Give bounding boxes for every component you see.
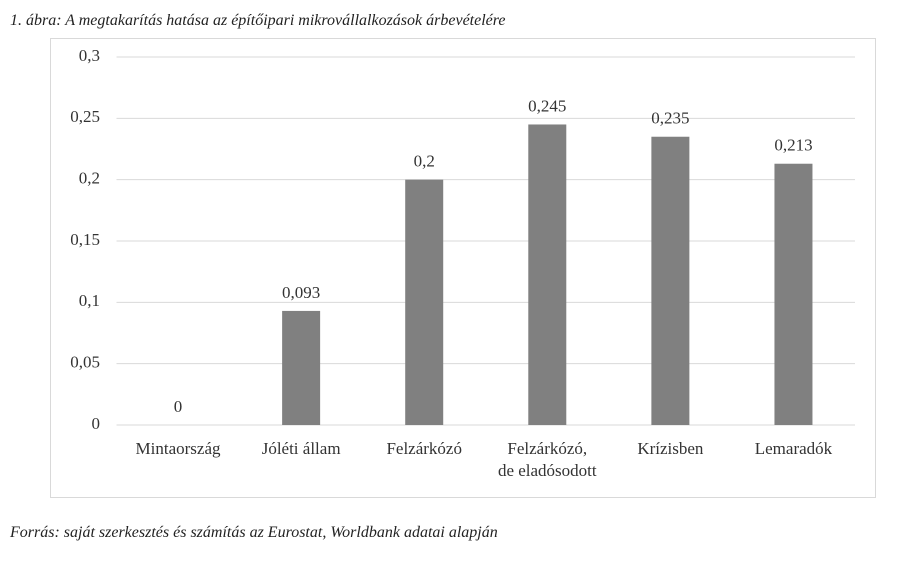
y-tick-label: 0,05 — [70, 353, 100, 372]
value-label: 0,235 — [651, 109, 689, 128]
y-tick-label: 0,3 — [79, 46, 100, 65]
bar — [405, 179, 444, 425]
value-label: 0,2 — [414, 152, 435, 171]
y-tick-label: 0,25 — [70, 107, 100, 126]
chart-frame — [50, 38, 876, 498]
bar — [774, 163, 813, 425]
x-tick-label: Felzárkózó — [386, 439, 462, 458]
y-tick-label: 0,1 — [79, 291, 100, 310]
value-label: 0,245 — [528, 96, 566, 115]
source-note: Forrás: saját szerkesztés és számítás az… — [10, 524, 498, 541]
bar — [528, 124, 567, 425]
y-tick-label: 0 — [92, 414, 101, 433]
x-tick-label: Felzárkózó, de eladósodott — [497, 439, 597, 480]
value-label: 0 — [174, 397, 183, 416]
y-tick-label: 0,2 — [79, 169, 100, 188]
value-label: 0,213 — [774, 136, 812, 155]
x-tick-label: Mintaország — [135, 439, 221, 458]
x-tick-label: Krízisben — [637, 439, 704, 458]
chart-title: 1. ábra: A megtakarítás hatása az építői… — [10, 12, 506, 29]
value-label: 0,093 — [282, 283, 320, 302]
x-tick-label: Jóléti állam — [261, 439, 341, 458]
bar — [282, 310, 321, 425]
bar — [651, 136, 690, 425]
x-tick-label: Lemaradók — [754, 439, 833, 458]
y-tick-label: 0,15 — [70, 230, 100, 249]
